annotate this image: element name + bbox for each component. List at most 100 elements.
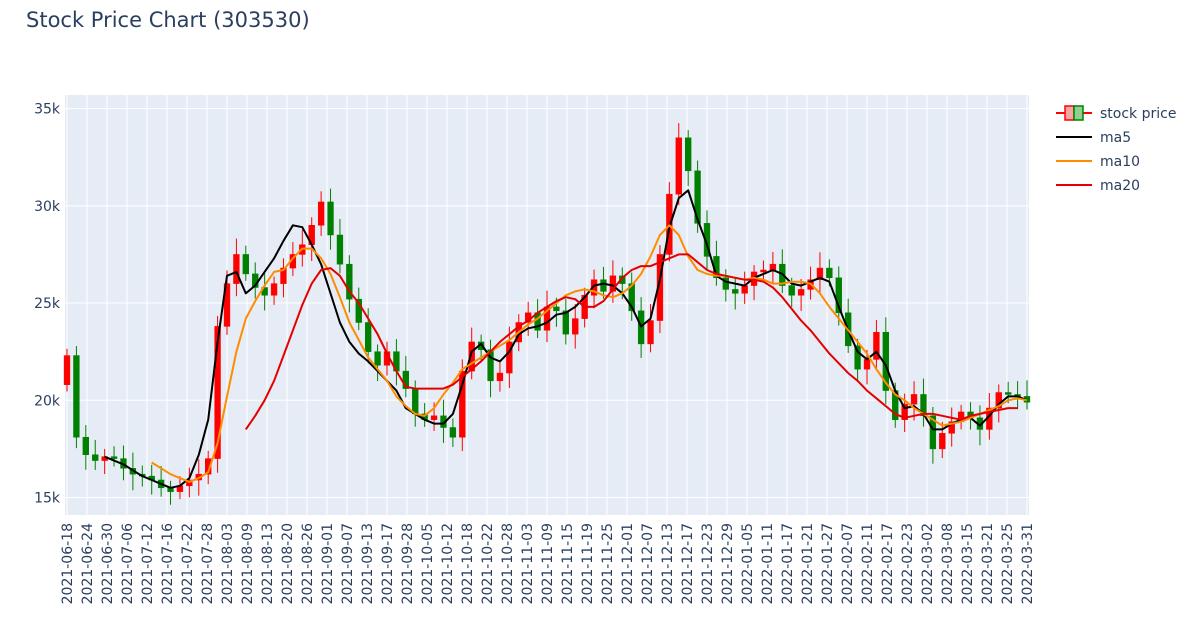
candle-body xyxy=(826,267,833,279)
legend-label: ma20 xyxy=(1100,178,1140,194)
candle-body xyxy=(675,137,682,195)
x-tick-label: 2022-03-02 xyxy=(920,523,936,604)
x-tick-label: 2021-10-05 xyxy=(420,523,436,604)
x-tick-label: 2021-11-15 xyxy=(560,523,576,604)
candle-body xyxy=(336,234,344,265)
candle-body xyxy=(280,267,287,284)
candle-body xyxy=(948,421,955,434)
x-tick-label: 2021-06-30 xyxy=(100,523,116,604)
x-tick-label: 2022-02-23 xyxy=(900,523,916,604)
candle-body xyxy=(233,254,240,284)
candle-body xyxy=(873,331,880,360)
x-tick-label: 2022-02-17 xyxy=(880,523,896,604)
x-tick-label: 2021-10-12 xyxy=(440,523,456,604)
candle-body xyxy=(487,349,494,382)
candle-body xyxy=(901,403,908,420)
legend-item-stock-price[interactable]: stock price xyxy=(1056,105,1176,122)
candle-body xyxy=(449,427,457,438)
candle-body xyxy=(760,269,767,273)
legend[interactable]: stock price ma5 ma10 ma20 xyxy=(1056,105,1176,194)
x-tick-label: 2021-08-26 xyxy=(300,523,316,604)
x-tick-label: 2021-12-07 xyxy=(640,523,656,604)
x-tick-label: 2022-02-07 xyxy=(840,523,856,604)
x-tick-label: 2021-08-20 xyxy=(280,523,296,604)
candle-body xyxy=(506,341,513,374)
candle-body xyxy=(590,279,598,296)
candle-body xyxy=(797,289,805,296)
candle-body xyxy=(346,263,353,300)
candle-body xyxy=(788,285,795,296)
x-tick-label: 2022-03-31 xyxy=(1020,523,1036,604)
candle-body xyxy=(374,351,381,366)
x-tick-label: 2021-09-28 xyxy=(400,523,416,604)
candle-body xyxy=(270,283,278,296)
candle-body xyxy=(732,289,739,294)
candle-body xyxy=(365,322,372,352)
candle-body xyxy=(327,201,334,236)
legend-label: stock price xyxy=(1100,106,1176,122)
legend-label: ma5 xyxy=(1100,130,1131,146)
x-tick-label: 2021-08-13 xyxy=(260,523,276,604)
candle-body xyxy=(186,479,193,487)
candle-body xyxy=(647,320,654,345)
candle-body xyxy=(82,436,89,455)
candle-body xyxy=(910,394,918,405)
x-tick-label: 2021-11-25 xyxy=(600,523,616,604)
x-tick-label: 2022-01-11 xyxy=(760,523,776,604)
x-axis-tick-labels: 2021-06-18 2021-06-24 2021-06-30 2021-07-06… xyxy=(60,523,1036,604)
grid-lines xyxy=(65,95,1029,515)
candle-body xyxy=(412,388,419,415)
candle-body xyxy=(110,456,118,459)
x-tick-label: 2021-07-06 xyxy=(120,523,136,604)
candle-body xyxy=(995,392,1002,409)
candle-body xyxy=(562,310,569,335)
x-tick-label: 2021-10-18 xyxy=(460,523,476,604)
x-tick-label: 2021-09-17 xyxy=(380,523,396,604)
legend-item-ma10[interactable]: ma10 xyxy=(1056,154,1140,170)
chart-title: Stock Price Chart (303530) xyxy=(26,8,310,32)
x-tick-label: 2021-09-07 xyxy=(340,523,356,604)
candle-body xyxy=(223,283,231,327)
candle-body xyxy=(816,267,824,280)
legend-swatch-increasing xyxy=(1064,105,1075,121)
candlesticks xyxy=(63,123,1031,505)
candle-body xyxy=(835,277,842,314)
x-tick-label: 2021-07-22 xyxy=(180,523,196,604)
candle-body xyxy=(572,318,579,335)
candle-body xyxy=(741,285,748,294)
candle-body xyxy=(920,394,927,417)
y-tick-label: 25k xyxy=(34,296,61,312)
x-tick-label: 2021-11-03 xyxy=(520,523,536,604)
x-tick-label: 2022-03-25 xyxy=(1000,523,1016,604)
y-tick-label: 20k xyxy=(34,393,61,409)
y-tick-label: 30k xyxy=(34,199,61,215)
candle-body xyxy=(92,454,99,461)
x-tick-label: 2021-12-17 xyxy=(680,523,696,604)
candle-body xyxy=(600,279,607,292)
candle-body xyxy=(355,298,362,323)
legend-item-ma5[interactable]: ma5 xyxy=(1056,130,1131,146)
ma5-line xyxy=(104,189,1028,489)
x-tick-label: 2021-06-18 xyxy=(60,523,76,604)
candle-body xyxy=(929,415,937,450)
x-tick-label: 2022-03-08 xyxy=(940,523,956,604)
moving-average-lines xyxy=(104,189,1028,489)
candle-body xyxy=(863,359,871,370)
y-tick-label: 35k xyxy=(34,102,61,118)
x-tick-label: 2021-11-09 xyxy=(540,523,556,604)
legend-swatch-decreasing xyxy=(1073,105,1084,121)
x-tick-label: 2022-01-05 xyxy=(740,523,756,604)
candle-body xyxy=(553,306,560,312)
x-tick-label: 2021-07-12 xyxy=(140,523,156,604)
candle-body xyxy=(214,326,221,459)
candle-body xyxy=(628,283,635,312)
candle-body xyxy=(1005,392,1012,395)
x-tick-label: 2022-01-17 xyxy=(780,523,796,604)
candle-body xyxy=(939,433,946,450)
x-tick-label: 2021-12-23 xyxy=(700,523,716,604)
legend-item-ma20[interactable]: ma20 xyxy=(1056,178,1140,194)
candle-body xyxy=(459,370,466,438)
legend-label: ma10 xyxy=(1100,154,1140,170)
x-tick-label: 2022-03-21 xyxy=(980,523,996,604)
ma20-line xyxy=(244,253,1018,430)
